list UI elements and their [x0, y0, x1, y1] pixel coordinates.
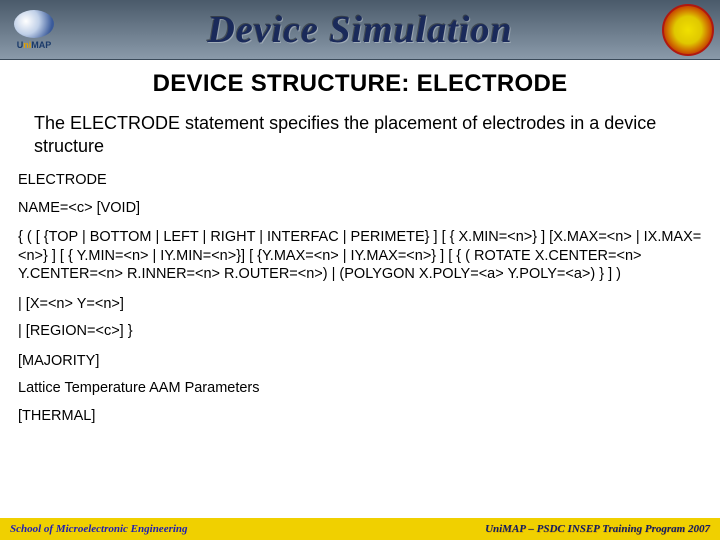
logo-suffix: MAP [31, 40, 51, 50]
slide-content: DEVICE STRUCTURE: ELECTRODE The ELECTROD… [0, 60, 720, 425]
slide-header: UniMAP Device Simulation [0, 0, 720, 60]
syntax-block: NAME=<c> [VOID] [18, 199, 702, 218]
footer-left: School of Microelectronic Engineering [10, 523, 188, 535]
logo-left-graphic [14, 10, 54, 38]
intro-text: The ELECTRODE statement specifies the pl… [34, 112, 686, 157]
header-title: Device Simulation [207, 8, 512, 52]
logo-left: UniMAP [6, 2, 62, 58]
logo-left-text: UniMAP [17, 40, 52, 50]
syntax-block: ELECTRODE [18, 171, 702, 190]
syntax-block: [MAJORITY] [18, 352, 702, 371]
footer-right: UniMAP – PSDC INSEP Training Program 200… [485, 523, 710, 535]
logo-right [662, 4, 714, 56]
syntax-block: | [X=<n> Y=<n>] [18, 295, 702, 314]
slide-footer: School of Microelectronic Engineering Un… [0, 518, 720, 540]
syntax-block: { ( [ {TOP | BOTTOM | LEFT | RIGHT | INT… [18, 228, 702, 284]
syntax-block: Lattice Temperature AAM Parameters [18, 379, 702, 398]
section-title: DEVICE STRUCTURE: ELECTRODE [18, 70, 702, 98]
syntax-block: | [REGION=<c>] } [18, 322, 702, 341]
syntax-block: [THERMAL] [18, 407, 702, 426]
